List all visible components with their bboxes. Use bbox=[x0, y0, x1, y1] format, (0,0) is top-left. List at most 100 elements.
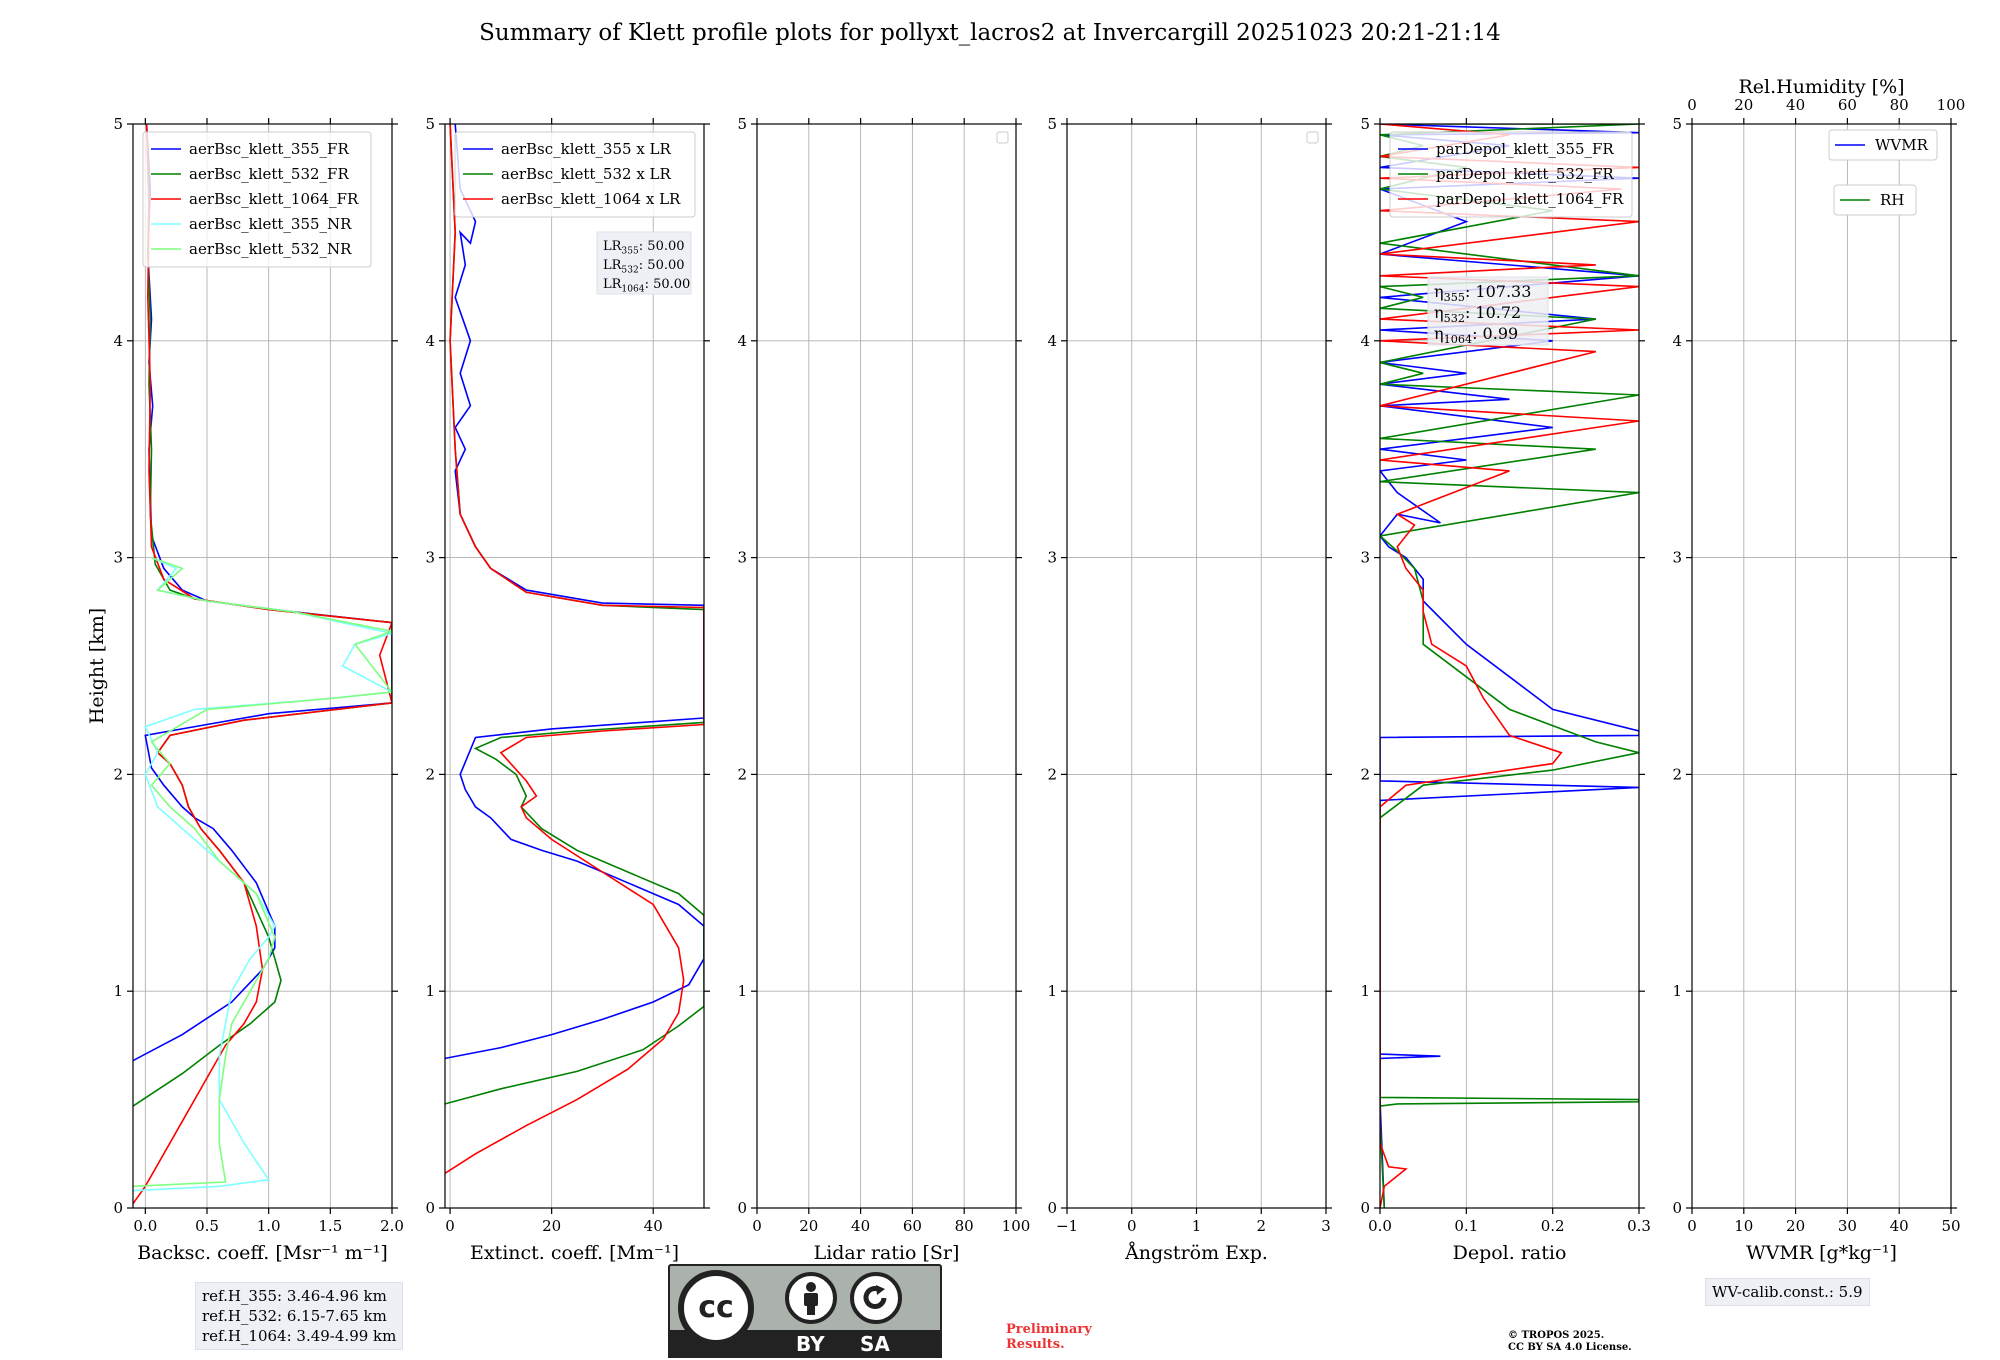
x-tick-label: 2 bbox=[1256, 1217, 1266, 1235]
legend-box bbox=[142, 131, 372, 268]
x-tick-label: 1 bbox=[1192, 1217, 1202, 1235]
lr-annotation-text: LR355: 50.00 bbox=[603, 239, 685, 256]
x-tick-label: 60 bbox=[903, 1217, 922, 1235]
y-tick-label: 3 bbox=[1672, 549, 1682, 567]
y-tick-label: 5 bbox=[1672, 115, 1682, 133]
legend-label: parDepol_klett_1064_FR bbox=[1436, 190, 1624, 208]
figure-title: Summary of Klett profile plots for polly… bbox=[479, 20, 1501, 46]
x-tick-label: 0.0 bbox=[133, 1217, 157, 1235]
x2-tick-label: 0 bbox=[1687, 96, 1697, 114]
x-axis-label: Lidar ratio [Sr] bbox=[814, 1242, 960, 1264]
series-line-aerBsc_klett_532_FR bbox=[133, 124, 392, 1107]
x-tick-label: 0.1 bbox=[1454, 1217, 1478, 1235]
y-tick-label: 4 bbox=[1047, 332, 1057, 350]
x-tick-label: 40 bbox=[851, 1217, 870, 1235]
legend-label: aerBsc_klett_1064 x LR bbox=[501, 190, 681, 208]
reference-heights-box: ref.H_355: 3.46-4.96 km ref.H_532: 6.15-… bbox=[195, 1282, 404, 1350]
y-tick-label: 0 bbox=[425, 1199, 435, 1217]
x-tick-label: 40 bbox=[644, 1217, 663, 1235]
y-tick-label: 2 bbox=[1360, 765, 1370, 783]
eta-annotation-text: η1064: 0.99 bbox=[1434, 324, 1518, 346]
y-tick-label: 2 bbox=[113, 765, 123, 783]
legend-label: aerBsc_klett_532_NR bbox=[189, 240, 352, 258]
eta-annotation-text: η532: 10.72 bbox=[1434, 303, 1521, 325]
y-tick-label: 1 bbox=[1047, 982, 1057, 1000]
y-tick-label: 4 bbox=[425, 332, 435, 350]
series-line-aerBsc_klett_355_FR bbox=[133, 124, 392, 1062]
x-axis-label: WVMR [g*kg⁻¹] bbox=[1746, 1242, 1897, 1264]
series-group bbox=[445, 124, 704, 1174]
x-tick-label: 3 bbox=[1321, 1217, 1331, 1235]
x-axis-label: Backsc. coeff. [Msr⁻¹ m⁻¹] bbox=[137, 1242, 388, 1264]
preliminary-notice: Preliminary Results. bbox=[1006, 1322, 1092, 1352]
legend-label: WVMR bbox=[1875, 136, 1929, 154]
sa-icon bbox=[850, 1272, 902, 1324]
refheight-355: ref.H_355: 3.46-4.96 km bbox=[202, 1287, 387, 1305]
x-axis-label: Depol. ratio bbox=[1453, 1242, 1567, 1264]
x2-axis-label: Rel.Humidity [%] bbox=[1738, 76, 1904, 98]
x-axis-label: Ångström Exp. bbox=[1124, 1242, 1268, 1264]
legend-label: aerBsc_klett_355 x LR bbox=[501, 140, 672, 158]
legend-label: RH bbox=[1880, 191, 1904, 209]
x2-tick-label: 60 bbox=[1838, 96, 1857, 114]
y-tick-label: 0 bbox=[113, 1199, 123, 1217]
legend-empty bbox=[1306, 131, 1319, 144]
wv-calib-box: WV-calib.const.: 5.9 bbox=[1705, 1278, 1870, 1306]
x-tick-label: 20 bbox=[542, 1217, 561, 1235]
cc-license-badge: cc BY SA bbox=[668, 1264, 942, 1358]
series-line-aerBsc_klett_1064 x LR bbox=[445, 124, 704, 1174]
y-tick-label: 5 bbox=[1047, 115, 1057, 133]
x-tick-label: 0.3 bbox=[1627, 1217, 1651, 1235]
legend-label: parDepol_klett_532_FR bbox=[1436, 165, 1614, 183]
x-tick-label: 40 bbox=[1890, 1217, 1909, 1235]
axes-frame bbox=[132, 123, 393, 1209]
series-line-parDepol_klett_355_FR bbox=[1380, 124, 1639, 1208]
x-axis-label: Extinct. coeff. [Mm⁻¹] bbox=[470, 1242, 679, 1264]
x-tick-label: 1.0 bbox=[257, 1217, 281, 1235]
y-tick-label: 3 bbox=[1360, 549, 1370, 567]
legend-box bbox=[1389, 131, 1633, 218]
x-tick-label: 100 bbox=[1002, 1217, 1031, 1235]
y-tick-label: 1 bbox=[1672, 982, 1682, 1000]
y-tick-label: 4 bbox=[1360, 332, 1370, 350]
x-tick-label: 0 bbox=[445, 1217, 455, 1235]
x-tick-label: 10 bbox=[1734, 1217, 1753, 1235]
x2-tick-label: 20 bbox=[1734, 96, 1753, 114]
x-tick-label: 80 bbox=[955, 1217, 974, 1235]
y-tick-label: 5 bbox=[737, 115, 747, 133]
eta-annotation-text: η355: 107.33 bbox=[1434, 282, 1531, 304]
lr-annotation-box bbox=[596, 231, 692, 295]
series-line-aerBsc_klett_1064_FR bbox=[133, 124, 392, 1205]
x-tick-label: 30 bbox=[1838, 1217, 1857, 1235]
y-tick-label: 3 bbox=[113, 549, 123, 567]
x-tick-label: 0.2 bbox=[1541, 1217, 1565, 1235]
refheight-532: ref.H_532: 6.15-7.65 km bbox=[202, 1307, 387, 1325]
refheight-1064: ref.H_1064: 3.49-4.99 km bbox=[202, 1327, 397, 1345]
y-tick-label: 5 bbox=[113, 115, 123, 133]
legend-box bbox=[454, 131, 696, 218]
legend-label: aerBsc_klett_1064_FR bbox=[189, 190, 359, 208]
y-tick-label: 4 bbox=[737, 332, 747, 350]
cc-sa-label: SA bbox=[860, 1332, 890, 1356]
y-tick-label: 0 bbox=[1672, 1199, 1682, 1217]
axes-frame bbox=[444, 123, 705, 1209]
y-tick-label: 2 bbox=[425, 765, 435, 783]
x-tick-label: 0.5 bbox=[195, 1217, 219, 1235]
axes-frame bbox=[756, 123, 1017, 1209]
y-tick-label: 1 bbox=[425, 982, 435, 1000]
lr-annotation-text: LR532: 50.00 bbox=[603, 258, 685, 275]
legend-label: parDepol_klett_355_FR bbox=[1436, 140, 1614, 158]
y-tick-label: 0 bbox=[1047, 1199, 1057, 1217]
y-tick-label: 4 bbox=[113, 332, 123, 350]
y-tick-label: 2 bbox=[1047, 765, 1057, 783]
y-tick-label: 1 bbox=[113, 982, 123, 1000]
x-tick-label: 0 bbox=[1687, 1217, 1697, 1235]
y-tick-label: 5 bbox=[425, 115, 435, 133]
cc-by-label: BY bbox=[796, 1332, 825, 1356]
legend-empty bbox=[996, 131, 1009, 144]
axes-frame bbox=[1066, 123, 1327, 1209]
y-tick-label: 3 bbox=[1047, 549, 1057, 567]
x2-tick-label: 80 bbox=[1890, 96, 1909, 114]
legend-label: aerBsc_klett_355_FR bbox=[189, 140, 349, 158]
